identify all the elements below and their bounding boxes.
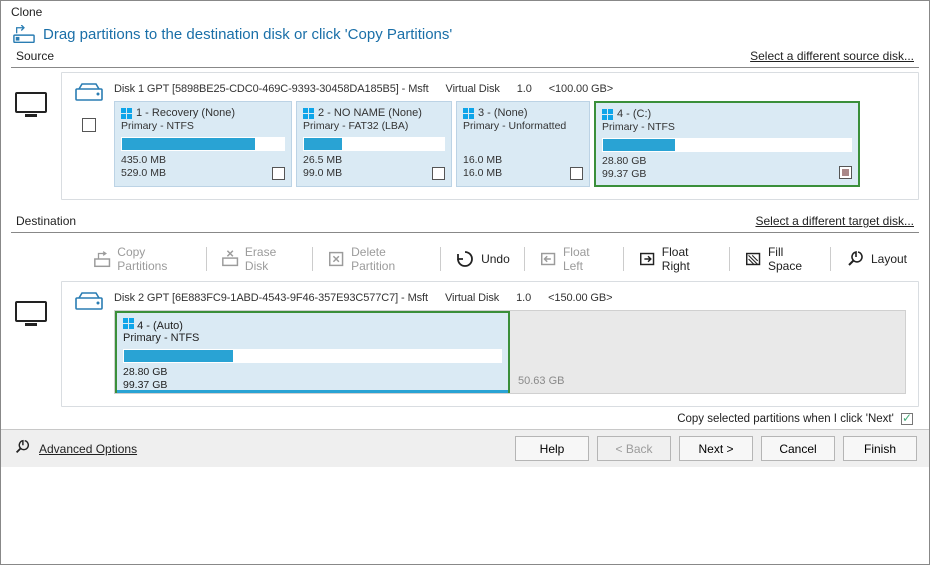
back-button[interactable]: < Back <box>597 436 671 461</box>
next-button[interactable]: Next > <box>679 436 753 461</box>
disk-transfer-icon <box>13 25 35 43</box>
help-button[interactable]: Help <box>515 436 589 461</box>
layout-button[interactable]: Layout <box>837 245 915 273</box>
windows-icon <box>602 109 613 120</box>
partition-subtitle: Primary - NTFS <box>123 332 502 344</box>
partition-checkbox[interactable] <box>839 166 852 179</box>
select-source-link[interactable]: Select a different source disk... <box>750 49 914 63</box>
source-separator <box>11 67 919 68</box>
erase-disk-button[interactable]: Erase Disk <box>213 241 306 277</box>
destination-partition-strip[interactable]: 4 - (Auto) Primary - NTFS 28.80 GB99.37 … <box>114 310 906 394</box>
partition-sizes: 28.80 GB99.37 GB <box>123 366 502 391</box>
partition-checkbox[interactable] <box>570 167 583 180</box>
finish-button[interactable]: Finish <box>843 436 917 461</box>
copy-on-next-hint: Copy selected partitions when I click 'N… <box>1 407 929 429</box>
source-label: Source <box>16 49 54 63</box>
usage-bar <box>121 137 285 151</box>
partition-sizes: 16.0 MB16.0 MB <box>463 154 583 179</box>
destination-partition[interactable]: 4 - (Auto) Primary - NTFS 28.80 GB99.37 … <box>115 311 510 393</box>
partition-title: 4 - (C:) <box>617 108 651 120</box>
copy-on-next-checkbox[interactable] <box>901 413 913 425</box>
windows-icon <box>303 108 314 119</box>
source-disk-title: Disk 1 GPT [5898BE25-CDC0-469C-9393-3045… <box>114 83 906 95</box>
partition-sizes: 26.5 MB99.0 MB <box>303 154 445 179</box>
source-partition[interactable]: 3 - (None)Primary - Unformatted 16.0 MB16… <box>456 101 590 187</box>
delete-partition-button[interactable]: Delete Partition <box>319 241 434 277</box>
instruction-row: Drag partitions to the destination disk … <box>1 21 929 49</box>
windows-icon <box>121 108 132 119</box>
source-partition[interactable]: 2 - NO NAME (None)Primary - FAT32 (LBA) 2… <box>296 101 452 187</box>
windows-icon <box>123 318 134 329</box>
partition-title: 4 - (Auto) <box>137 320 183 332</box>
partition-checkbox[interactable] <box>272 167 285 180</box>
partition-subtitle: Primary - NTFS <box>602 121 852 133</box>
partition-sizes: 28.80 GB99.37 GB <box>602 155 852 180</box>
float-left-button[interactable]: Float Left <box>531 241 617 277</box>
destination-toolbar: Copy Partitions Erase Disk Delete Partit… <box>1 237 929 281</box>
cancel-button[interactable]: Cancel <box>761 436 835 461</box>
destination-separator <box>11 232 919 233</box>
window-title: Clone <box>1 1 929 21</box>
partition-checkbox[interactable] <box>432 167 445 180</box>
source-partition[interactable]: 4 - (C:)Primary - NTFS 28.80 GB99.37 GB <box>594 101 860 187</box>
footer-bar: Advanced Options Help < Back Next > Canc… <box>1 429 929 467</box>
float-right-button[interactable]: Float Right <box>630 241 723 277</box>
instruction-text: Drag partitions to the destination disk … <box>43 26 452 43</box>
partition-subtitle: Primary - FAT32 (LBA) <box>303 120 445 132</box>
destination-disk-title: Disk 2 GPT [6E883FC9-1ABD-4543-9F46-357E… <box>114 292 906 304</box>
wrench-icon <box>13 438 31 459</box>
destination-computer-icon <box>11 281 51 327</box>
windows-icon <box>463 108 474 119</box>
copy-partitions-button[interactable]: Copy Partitions <box>85 241 200 277</box>
disk-icon <box>75 83 103 104</box>
usage-bar <box>303 137 445 151</box>
source-partition[interactable]: 1 - Recovery (None)Primary - NTFS 435.0 M… <box>114 101 292 187</box>
advanced-options-link[interactable]: Advanced Options <box>39 442 137 456</box>
source-disk-checkbox[interactable] <box>82 118 96 132</box>
destination-label: Destination <box>16 214 76 228</box>
partition-title: 1 - Recovery (None) <box>136 107 235 119</box>
destination-disk-panel: Disk 2 GPT [6E883FC9-1ABD-4543-9F46-357E… <box>61 281 919 407</box>
partition-title: 3 - (None) <box>478 107 528 119</box>
usage-bar <box>123 349 502 363</box>
partition-subtitle: Primary - NTFS <box>121 120 285 132</box>
partition-sizes: 435.0 MB529.0 MB <box>121 154 285 179</box>
fill-space-button[interactable]: Fill Space <box>736 241 824 277</box>
undo-button[interactable]: Undo <box>447 245 518 273</box>
source-disk-panel: Disk 1 GPT [5898BE25-CDC0-469C-9393-3045… <box>61 72 919 200</box>
source-computer-icon <box>11 72 51 118</box>
usage-bar <box>602 138 852 152</box>
disk-icon <box>75 292 103 313</box>
partition-title: 2 - NO NAME (None) <box>318 107 422 119</box>
select-target-link[interactable]: Select a different target disk... <box>755 214 914 228</box>
free-space-region[interactable]: 50.63 GB <box>510 311 905 393</box>
partition-subtitle: Primary - Unformatted <box>463 120 583 132</box>
